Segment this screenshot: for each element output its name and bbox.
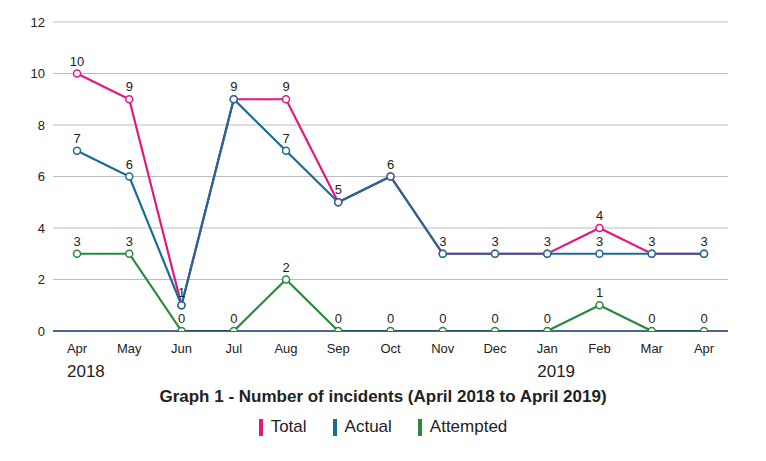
svg-text:5: 5 [335, 182, 342, 197]
svg-text:12: 12 [31, 15, 45, 30]
html-text:Graph 1 - Number of incidents: Graph 1 - Number of incidents (April 201… [159, 387, 607, 406]
svg-text:0: 0 [38, 324, 45, 339]
svg-text:4: 4 [596, 208, 603, 223]
svg-text:May: May [117, 341, 142, 356]
svg-text:6: 6 [126, 157, 133, 172]
svg-text:Dec: Dec [483, 341, 507, 356]
svg-text:3: 3 [126, 234, 133, 249]
svg-text:0: 0 [387, 311, 394, 326]
svg-text:9: 9 [282, 79, 289, 94]
svg-text:9: 9 [126, 79, 133, 94]
html-text:Actual: Actual [344, 417, 392, 436]
svg-text:Mar: Mar [641, 341, 664, 356]
svg-text:6: 6 [38, 169, 45, 184]
svg-text:4: 4 [38, 221, 45, 236]
svg-text:2: 2 [282, 260, 289, 275]
svg-text:0: 0 [439, 311, 446, 326]
svg-text:0: 0 [178, 311, 185, 326]
svg-text:3: 3 [73, 234, 80, 249]
svg-text:0: 0 [491, 311, 498, 326]
svg-text:3: 3 [491, 234, 498, 249]
svg-text:2019: 2019 [537, 362, 575, 381]
svg-text:3: 3 [648, 234, 655, 249]
svg-text:10: 10 [70, 54, 84, 69]
html-text:Attempted: Attempted [429, 417, 508, 436]
svg-text:2: 2 [38, 272, 45, 287]
svg-text:1: 1 [178, 285, 185, 300]
svg-text:3: 3 [596, 234, 603, 249]
svg-text:Jan: Jan [537, 341, 558, 356]
svg-text:3: 3 [439, 234, 446, 249]
svg-text:8: 8 [38, 118, 45, 133]
svg-text:Sep: Sep [327, 341, 350, 356]
svg-text:3: 3 [544, 234, 551, 249]
svg-text:0: 0 [544, 311, 551, 326]
svg-text:0: 0 [230, 311, 237, 326]
svg-text:0: 0 [648, 311, 655, 326]
html-text:Total: Total [270, 417, 307, 436]
svg-text:Apr: Apr [67, 341, 88, 356]
svg-text:7: 7 [282, 131, 289, 146]
svg-text:9: 9 [230, 79, 237, 94]
svg-text:Aug: Aug [274, 341, 297, 356]
svg-text:7: 7 [73, 131, 80, 146]
svg-text:Oct: Oct [380, 341, 401, 356]
svg-text:10: 10 [31, 66, 45, 81]
svg-text:3: 3 [700, 234, 707, 249]
svg-text:Jul: Jul [225, 341, 242, 356]
svg-text:0: 0 [335, 311, 342, 326]
svg-text:Apr: Apr [694, 341, 715, 356]
svg-text:6: 6 [387, 157, 394, 172]
svg-text:Nov: Nov [431, 341, 455, 356]
svg-text:2018: 2018 [67, 362, 105, 381]
svg-text:Feb: Feb [588, 341, 610, 356]
svg-text:Jun: Jun [171, 341, 192, 356]
svg-text:0: 0 [700, 311, 707, 326]
svg-text:1: 1 [596, 285, 603, 300]
